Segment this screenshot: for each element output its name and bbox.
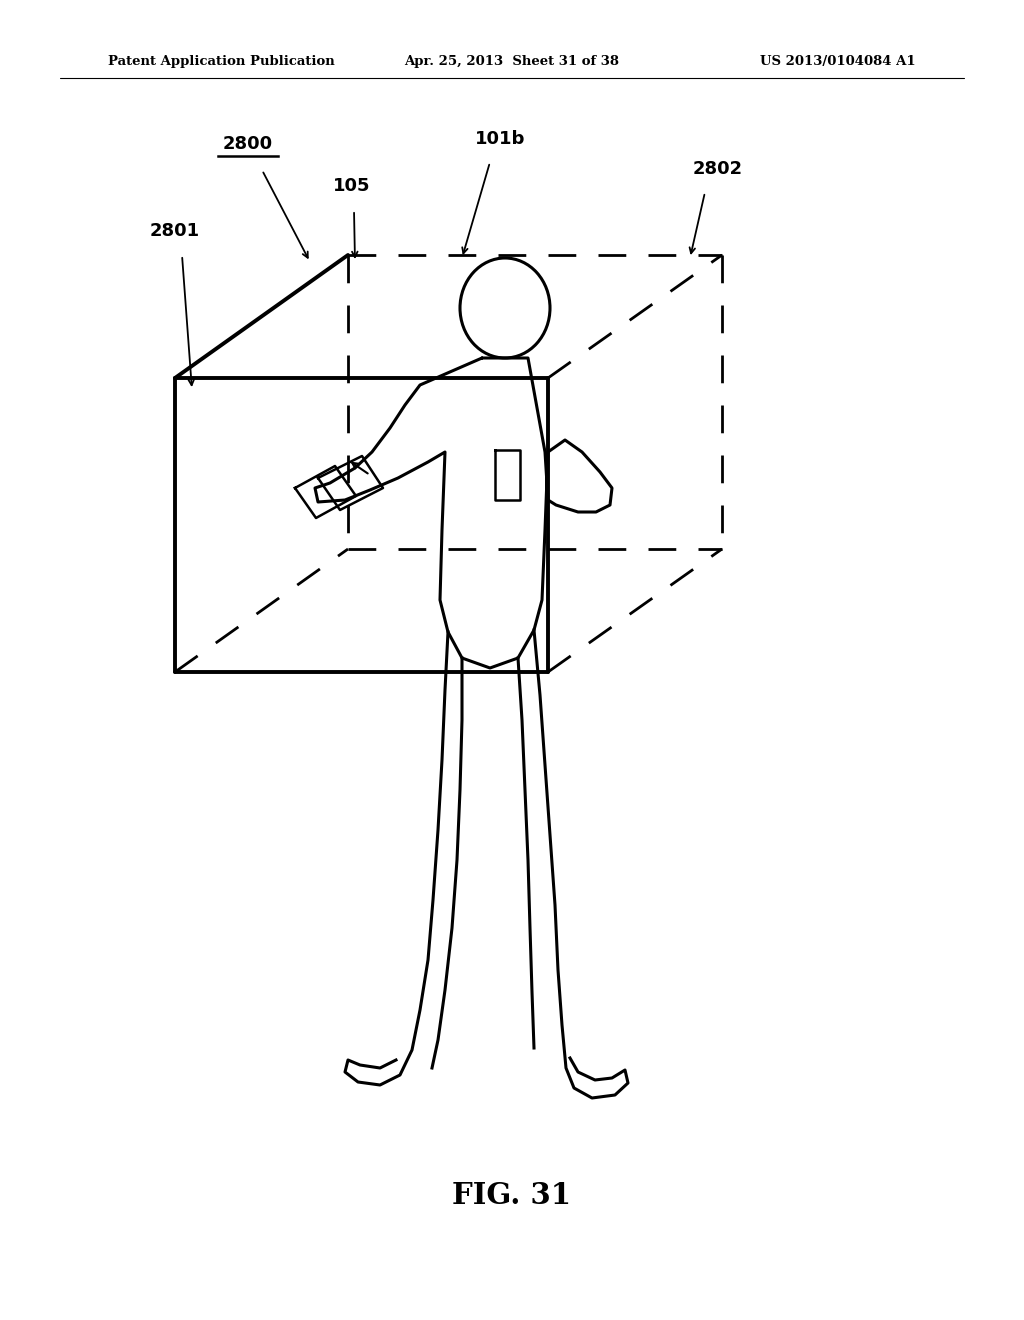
Text: Patent Application Publication: Patent Application Publication bbox=[108, 55, 335, 69]
Text: US 2013/0104084 A1: US 2013/0104084 A1 bbox=[761, 55, 916, 69]
Text: 2800: 2800 bbox=[223, 135, 273, 153]
Text: 101b: 101b bbox=[475, 129, 525, 148]
Text: 2801: 2801 bbox=[150, 222, 200, 240]
Text: Apr. 25, 2013  Sheet 31 of 38: Apr. 25, 2013 Sheet 31 of 38 bbox=[404, 55, 620, 69]
Text: 105: 105 bbox=[333, 177, 371, 195]
Text: 2802: 2802 bbox=[693, 160, 743, 178]
Text: FIG. 31: FIG. 31 bbox=[453, 1180, 571, 1209]
